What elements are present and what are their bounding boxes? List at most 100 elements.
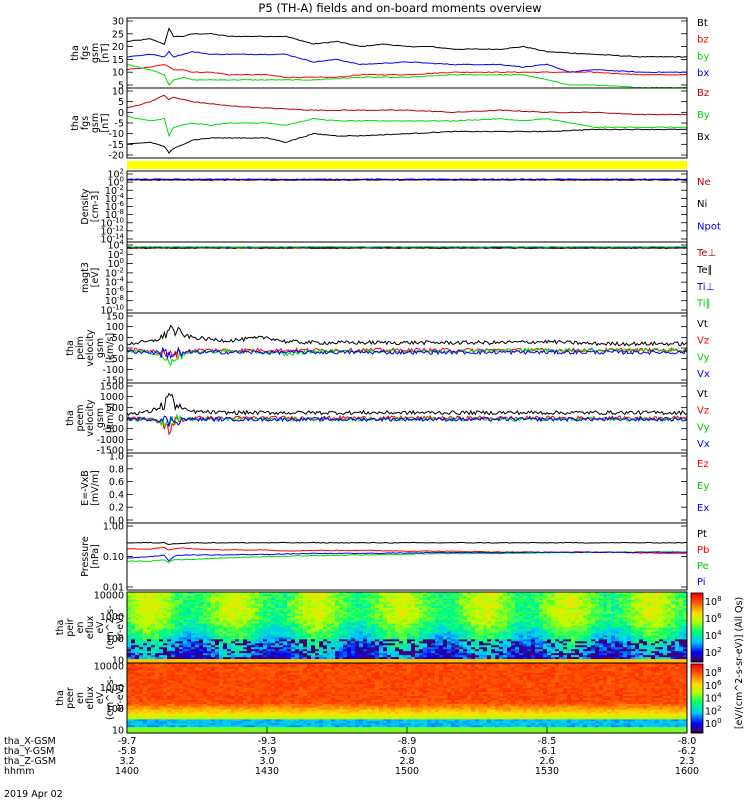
heatmap-cell [423, 611, 428, 615]
heatmap-cell [375, 593, 380, 597]
heatmap-cell [319, 597, 324, 601]
heatmap-cell [415, 613, 420, 617]
heatmap-cell [591, 649, 596, 652]
heatmap-cell [551, 653, 556, 656]
heatmap-cell [303, 603, 308, 607]
heatmap-cell [427, 653, 432, 656]
heatmap-cell [347, 605, 352, 609]
heatmap-cell [427, 623, 432, 627]
heatmap-cell [247, 661, 252, 664]
heatmap-cell [395, 605, 400, 609]
heatmap-cell [351, 599, 356, 603]
heatmap-cell [203, 599, 208, 603]
heatmap-cell [527, 633, 532, 636]
heatmap-cell [627, 617, 632, 621]
heatmap-cell [403, 623, 408, 627]
heatmap-cell [651, 597, 656, 601]
heatmap-cell [247, 657, 252, 660]
heatmap-cell [623, 661, 628, 664]
heatmap-cell [143, 617, 148, 621]
heatmap-cell [431, 659, 436, 662]
heatmap-cell [379, 653, 384, 656]
heatmap-cell [479, 643, 484, 646]
heatmap-cell [259, 603, 264, 607]
heatmap-cell [543, 647, 548, 650]
heatmap-cell [175, 637, 180, 640]
series-line-By [126, 116, 688, 138]
heatmap-cell [299, 621, 304, 625]
heatmap-cell [311, 629, 316, 632]
heatmap-cell [643, 631, 648, 634]
heatmap-cell [363, 649, 368, 652]
heatmap-cell [247, 637, 252, 640]
heatmap-cell [535, 615, 540, 619]
heatmap-cell [487, 647, 492, 650]
heatmap-cell [335, 611, 340, 615]
heatmap-cell [163, 597, 168, 601]
heatmap-cell [627, 605, 632, 609]
heatmap-cell [579, 605, 584, 609]
heatmap-cell [135, 645, 140, 648]
heatmap-cell [587, 651, 592, 654]
heatmap-cell [303, 657, 308, 660]
heatmap-cell [191, 629, 196, 632]
heatmap-cell [435, 621, 440, 625]
heatmap-cell [639, 661, 644, 664]
heatmap-cell [523, 647, 528, 650]
heatmap-cell [643, 595, 648, 599]
heatmap-cell [639, 597, 644, 601]
heatmap-cell [475, 599, 480, 603]
heatmap-cell [295, 629, 300, 632]
heatmap-cell [555, 619, 560, 623]
heatmap-cell [323, 645, 328, 648]
heatmap-cell [139, 607, 144, 611]
heatmap-cell [187, 611, 192, 615]
heatmap-cell [327, 615, 332, 619]
heatmap-cell [539, 639, 544, 642]
heatmap-cell [191, 651, 196, 654]
heatmap-cell [127, 595, 132, 599]
heatmap-cell [251, 605, 256, 609]
heatmap-cell [375, 615, 380, 619]
heatmap-cell [171, 621, 176, 625]
heatmap-cell [431, 597, 436, 601]
heatmap-cell [235, 603, 240, 607]
heatmap-cell [187, 621, 192, 625]
heatmap-cell [131, 659, 136, 662]
heatmap-cell [171, 613, 176, 617]
heatmap-cell [323, 657, 328, 660]
y-axis-label-line: sr-eV) [115, 614, 126, 642]
heatmap-cell [567, 637, 572, 640]
heatmap-cell [535, 655, 540, 658]
heatmap-cell [135, 599, 140, 603]
heatmap-cell [419, 653, 424, 656]
heatmap-cell [359, 633, 364, 636]
heatmap-cell [595, 655, 600, 658]
heatmap-cell [379, 619, 384, 623]
heatmap-cell [527, 635, 532, 638]
heatmap-cell [175, 633, 180, 636]
heatmap-cell [407, 592, 412, 595]
series-line-by [126, 64, 688, 89]
heatmap-cell [567, 639, 572, 642]
heatmap-cell [135, 657, 140, 660]
heatmap-cell [495, 643, 500, 646]
heatmap-cell [215, 603, 220, 607]
heatmap-cell [155, 617, 160, 621]
heatmap-cell [571, 655, 576, 658]
heatmap-cell [171, 657, 176, 660]
heatmap-cell [503, 601, 508, 605]
heatmap-cell [571, 639, 576, 642]
heatmap-cell [367, 597, 372, 601]
heatmap-cell [311, 631, 316, 634]
heatmap-cell [575, 607, 580, 611]
heatmap-cell [503, 593, 508, 597]
heatmap-cell [359, 595, 364, 599]
heatmap-cell [243, 645, 248, 648]
heatmap-cell [207, 613, 212, 617]
heatmap-cell [347, 635, 352, 638]
heatmap-cell [639, 615, 644, 619]
heatmap-cell [411, 609, 416, 613]
heatmap-cell [463, 637, 468, 640]
heatmap-cell [419, 647, 424, 650]
